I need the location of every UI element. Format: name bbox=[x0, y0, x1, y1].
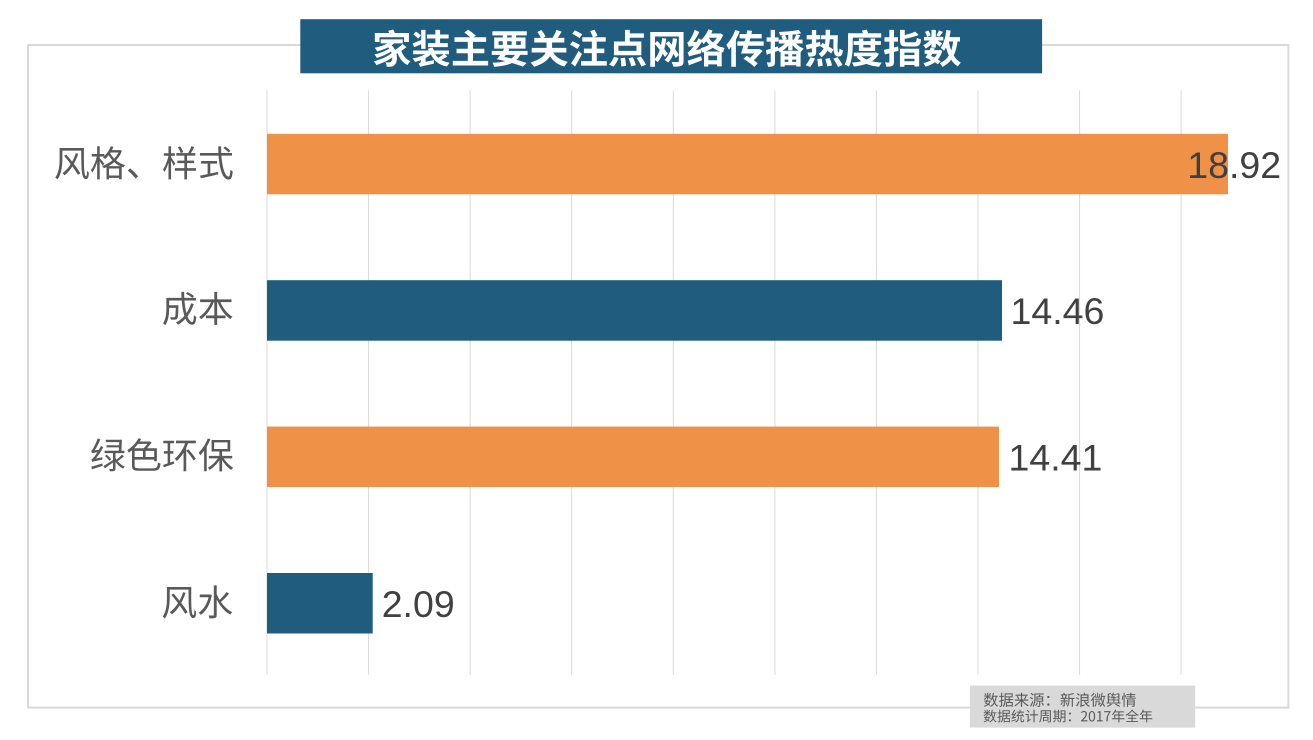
svg-text:18.92: 18.92 bbox=[1187, 144, 1281, 186]
svg-text:14.46: 14.46 bbox=[1011, 290, 1105, 332]
svg-text:14.41: 14.41 bbox=[1009, 437, 1103, 479]
svg-text:2.09: 2.09 bbox=[382, 583, 455, 625]
